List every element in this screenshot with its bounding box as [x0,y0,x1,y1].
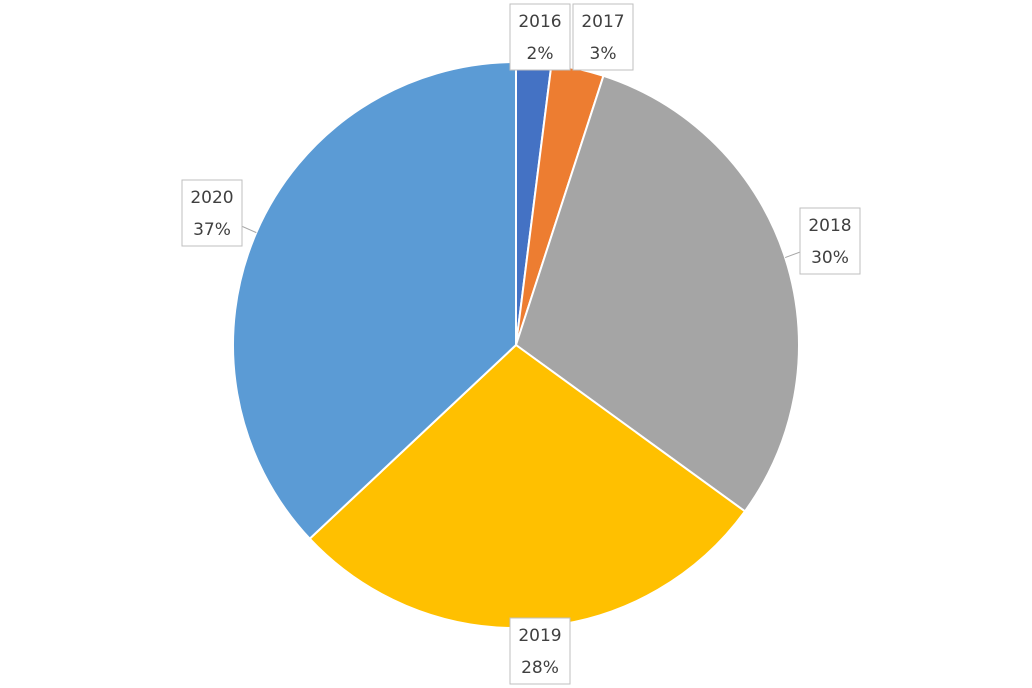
label-box [181,179,243,247]
label-box [509,3,571,71]
label-box [509,617,571,685]
category-label: 2016 [518,12,561,32]
value-label: 2% [527,44,554,64]
pie-slice [232,60,517,541]
value-label: 30% [811,248,849,268]
pie-slice [514,74,800,513]
category-label: 2019 [518,626,561,646]
label-box [572,3,634,71]
category-label: 2018 [808,216,851,236]
value-label: 28% [521,658,559,678]
value-label: 37% [193,220,231,240]
label-box [799,207,861,275]
category-label: 2020 [190,188,233,208]
category-label: 2017 [581,12,624,32]
value-label: 3% [590,44,617,64]
